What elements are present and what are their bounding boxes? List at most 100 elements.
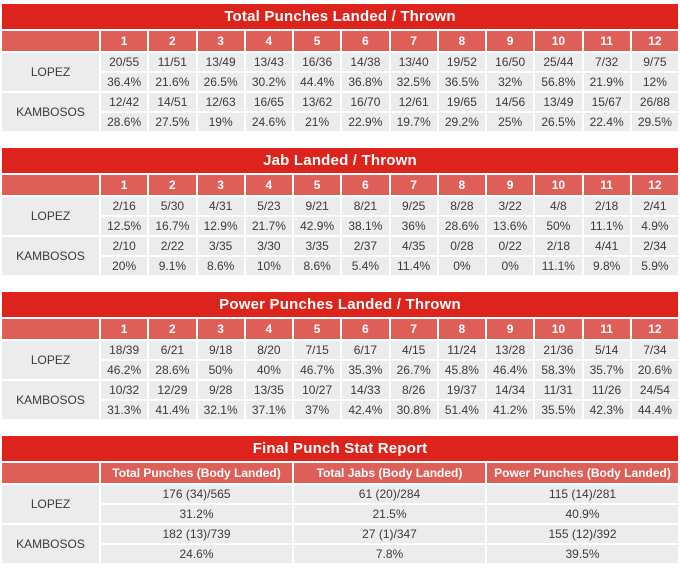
landed-thrown-cell: 3/35 — [197, 237, 244, 255]
percent-cell: 40% — [245, 361, 292, 379]
percent-cell: 30.8% — [390, 401, 437, 419]
round-number-cell: 10 — [535, 319, 582, 339]
landed-thrown-cell: 2/34 — [631, 237, 678, 255]
percent-cell: 9.8% — [583, 257, 630, 275]
percent-cell: 38.1% — [342, 217, 389, 235]
landed-thrown-cell: 2/10 — [101, 237, 148, 255]
final-stat-report-table: Final Punch Stat Report Total Punches (Bo… — [0, 434, 680, 565]
landed-thrown-cell: 15/67 — [583, 93, 630, 111]
fighter-label: KAMBOSOS — [2, 525, 99, 563]
landed-thrown-cell: 4/31 — [197, 197, 244, 215]
percent-cell: 7.8% — [294, 545, 485, 563]
round-number-cell: 8 — [438, 319, 485, 339]
round-number-cell: 6 — [342, 319, 389, 339]
landed-thrown-cell: 21/36 — [535, 341, 582, 359]
round-number-cell: 4 — [245, 175, 292, 195]
percent-cell: 45.8% — [438, 361, 485, 379]
percent-cell: 28.6% — [149, 361, 196, 379]
landed-thrown-cell: 0/28 — [438, 237, 485, 255]
percent-cell: 26.7% — [390, 361, 437, 379]
percent-cell: 12.9% — [197, 217, 244, 235]
landed-thrown-cell: 2/22 — [149, 237, 196, 255]
percent-cell: 5.9% — [631, 257, 678, 275]
round-number-cell: 9 — [487, 31, 534, 51]
percent-cell: 46.7% — [294, 361, 341, 379]
percent-cell: 29.5% — [631, 113, 678, 131]
percent-cell: 42.4% — [342, 401, 389, 419]
landed-thrown-cell: 13/49 — [197, 53, 244, 71]
table-title: Power Punches Landed / Thrown — [2, 292, 678, 317]
landed-thrown-cell: 24/54 — [631, 381, 678, 399]
percent-cell: 41.2% — [487, 401, 534, 419]
percent-cell: 28.6% — [438, 217, 485, 235]
round-number-cell: 3 — [197, 31, 244, 51]
column-header-cell: Power Punches (Body Landed) — [487, 463, 678, 483]
round-number-cell: 9 — [487, 175, 534, 195]
landed-thrown-cell: 8/26 — [390, 381, 437, 399]
round-number-cell: 8 — [438, 175, 485, 195]
percent-cell: 30.2% — [245, 73, 292, 91]
round-number-cell: 12 — [631, 31, 678, 51]
round-number-cell: 2 — [149, 319, 196, 339]
percent-cell: 21% — [294, 113, 341, 131]
landed-thrown-cell: 18/39 — [101, 341, 148, 359]
landed-thrown-cell: 27 (1)/347 — [294, 525, 485, 543]
percent-cell: 36% — [390, 217, 437, 235]
percent-cell: 19% — [197, 113, 244, 131]
percent-cell: 39.5% — [487, 545, 678, 563]
percent-cell: 21.7% — [245, 217, 292, 235]
percent-cell: 11.1% — [535, 257, 582, 275]
jab-table: Jab Landed / Thrown 1 2 3 4 5 6 7 8 9 10 11 12 LOPEZ 2… — [0, 146, 680, 277]
round-number-cell: 2 — [149, 31, 196, 51]
percent-cell: 56.8% — [535, 73, 582, 91]
round-number-cell: 1 — [101, 319, 148, 339]
percent-cell: 0% — [438, 257, 485, 275]
round-number-cell: 4 — [245, 31, 292, 51]
landed-thrown-cell: 14/38 — [342, 53, 389, 71]
percent-cell: 12.5% — [101, 217, 148, 235]
landed-thrown-cell: 115 (14)/281 — [487, 485, 678, 503]
landed-thrown-cell: 5/14 — [583, 341, 630, 359]
landed-thrown-cell: 155 (12)/392 — [487, 525, 678, 543]
fighter-label: LOPEZ — [2, 485, 99, 523]
round-number-cell: 1 — [101, 31, 148, 51]
percent-cell: 42.3% — [583, 401, 630, 419]
percent-cell: 26.5% — [197, 73, 244, 91]
landed-thrown-cell: 4/8 — [535, 197, 582, 215]
landed-thrown-cell: 4/41 — [583, 237, 630, 255]
percent-cell: 20% — [101, 257, 148, 275]
landed-thrown-cell: 16/65 — [245, 93, 292, 111]
landed-thrown-cell: 14/33 — [342, 381, 389, 399]
fighter-label: KAMBOSOS — [2, 237, 99, 275]
total-punches-table: Total Punches Landed / Thrown 1 2 3 4 5 6 7 8 9 10… — [0, 2, 680, 133]
percent-cell: 22.4% — [583, 113, 630, 131]
percent-cell: 25% — [487, 113, 534, 131]
percent-cell: 31.3% — [101, 401, 148, 419]
percent-cell: 32.1% — [197, 401, 244, 419]
landed-thrown-cell: 9/18 — [197, 341, 244, 359]
percent-cell: 16.7% — [149, 217, 196, 235]
landed-thrown-cell: 7/15 — [294, 341, 341, 359]
landed-thrown-cell: 3/22 — [487, 197, 534, 215]
landed-thrown-cell: 13/43 — [245, 53, 292, 71]
round-number-cell: 5 — [294, 319, 341, 339]
percent-cell: 51.4% — [438, 401, 485, 419]
column-header-cell: Total Punches (Body Landed) — [101, 463, 292, 483]
round-number-cell: 6 — [342, 175, 389, 195]
landed-thrown-cell: 3/30 — [245, 237, 292, 255]
percent-cell: 13.6% — [487, 217, 534, 235]
fighter-label: KAMBOSOS — [2, 381, 99, 419]
landed-thrown-cell: 13/49 — [535, 93, 582, 111]
landed-thrown-cell: 9/25 — [390, 197, 437, 215]
landed-thrown-cell: 9/75 — [631, 53, 678, 71]
landed-thrown-cell: 13/62 — [294, 93, 341, 111]
round-number-cell: 10 — [535, 31, 582, 51]
round-number-cell: 12 — [631, 175, 678, 195]
fighter-label: LOPEZ — [2, 341, 99, 379]
percent-cell: 36.5% — [438, 73, 485, 91]
power-punches-table: Power Punches Landed / Thrown 1 2 3 4 5 6 7 8 9 10… — [0, 290, 680, 421]
landed-thrown-cell: 12/61 — [390, 93, 437, 111]
percent-cell: 8.6% — [197, 257, 244, 275]
landed-thrown-cell: 10/32 — [101, 381, 148, 399]
percent-cell: 35.7% — [583, 361, 630, 379]
